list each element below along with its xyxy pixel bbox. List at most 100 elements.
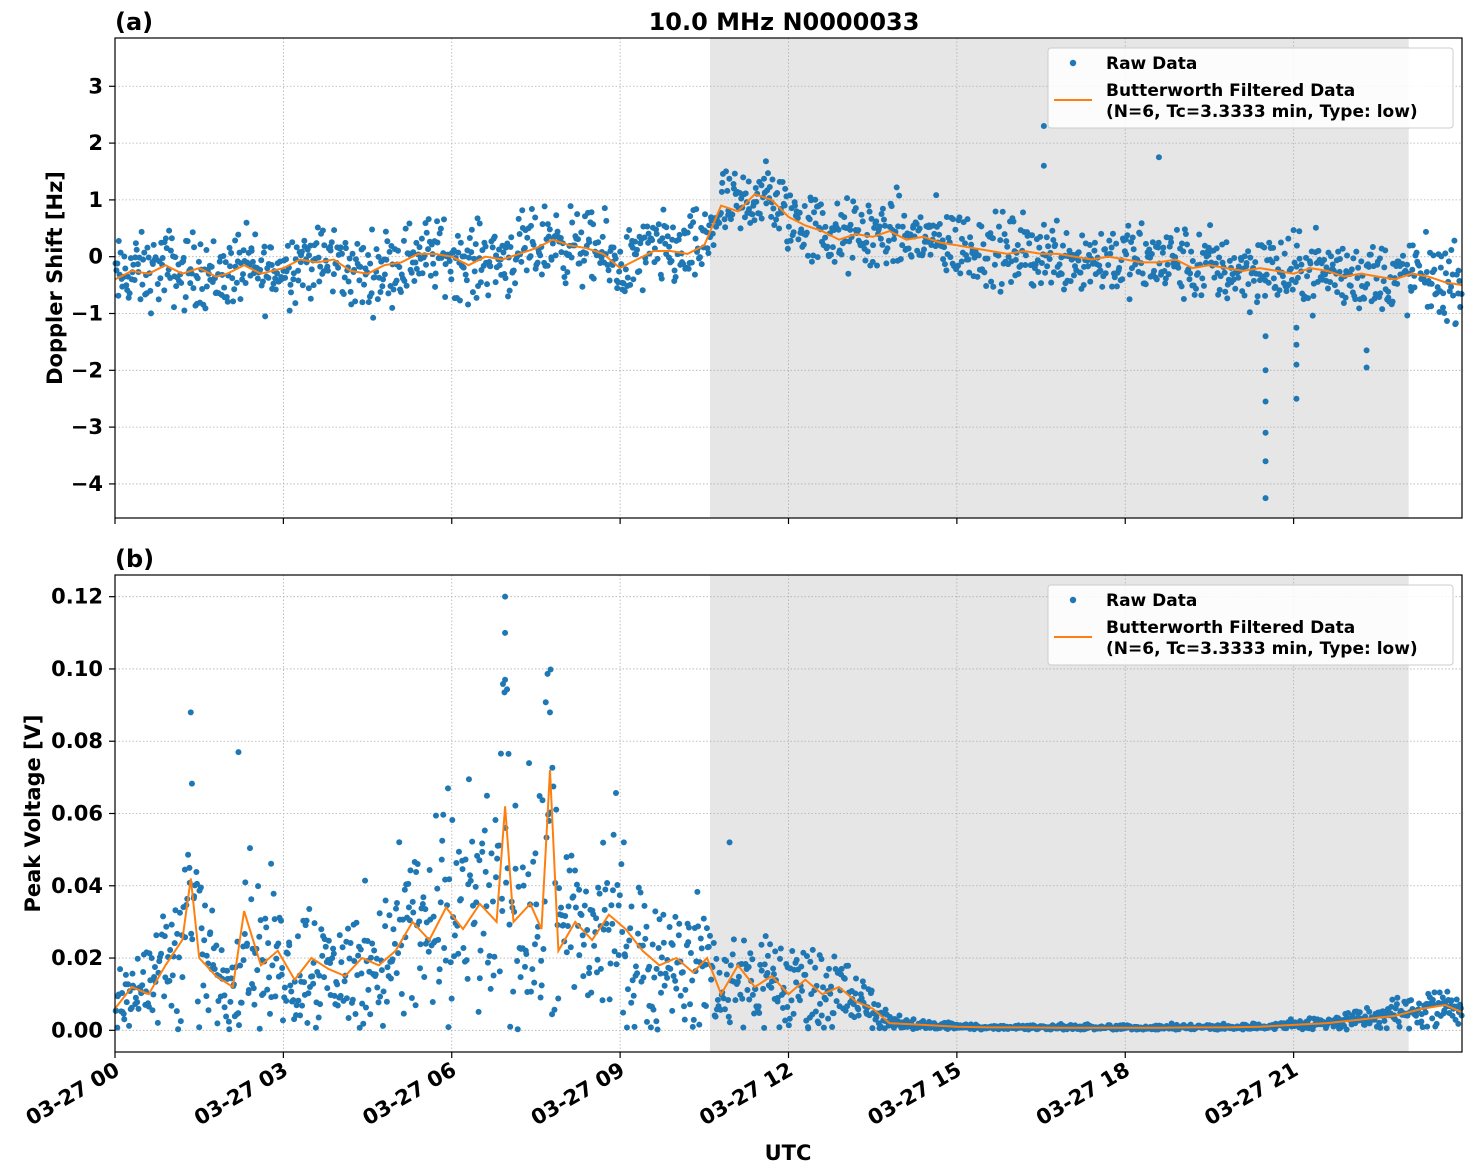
raw-data-point [974,273,981,280]
raw-data-point [294,933,301,940]
raw-data-point [767,941,774,948]
raw-data-point [920,246,927,253]
raw-data-point [841,214,848,221]
raw-data-point [1139,270,1146,277]
raw-data-point [134,999,141,1006]
raw-data-point [1193,285,1200,292]
raw-data-point [968,241,975,248]
raw-data-point [874,262,881,269]
raw-data-point [936,221,943,228]
raw-data-point [466,872,473,879]
raw-data-point [672,913,679,920]
raw-data-point [664,233,671,240]
raw-data-point [947,254,954,261]
raw-data-point [476,220,483,227]
raw-data-point [134,955,141,962]
raw-data-point [356,1024,363,1031]
raw-data-point [776,225,783,232]
raw-data-point [346,955,353,962]
raw-data-point [773,216,780,223]
raw-data-point [1343,1026,1350,1033]
xtick-label: 03-27 15 [864,1058,966,1131]
raw-data-point [413,239,420,246]
raw-data-point [426,866,433,873]
raw-data-point [221,992,228,999]
raw-data-point [590,221,597,228]
raw-data-point [990,283,997,290]
raw-data-point [328,239,335,246]
raw-data-point [732,997,739,1004]
raw-data-point [1226,257,1233,264]
raw-data-point [751,217,758,224]
raw-data-point [651,245,658,252]
raw-data-point [653,965,660,972]
raw-data-point [1036,244,1043,251]
xtick-label: 03-27 03 [190,1058,292,1131]
raw-data-point [362,877,369,884]
raw-data-point [486,882,493,889]
raw-data-point [1289,286,1296,293]
raw-data-point [1124,232,1131,239]
raw-data-point [237,962,244,969]
raw-data-point [222,259,229,266]
raw-data-point [260,249,267,256]
raw-data-point [1314,278,1321,285]
raw-data-point [1354,274,1361,281]
raw-data-point [626,227,633,234]
raw-data-point [379,1022,386,1029]
raw-data-point [492,874,499,881]
raw-data-point [965,256,972,263]
raw-data-outlier [235,749,242,756]
raw-data-point [175,1026,182,1033]
raw-data-point [1207,222,1214,229]
raw-data-point [405,880,412,887]
raw-data-point [288,988,295,995]
raw-data-point [879,241,886,248]
raw-data-point [553,806,560,813]
raw-data-point [1416,1000,1423,1007]
raw-data-point [512,865,519,872]
raw-data-point [305,990,312,997]
raw-data-point [1293,242,1300,249]
raw-data-point [1428,303,1435,310]
raw-data-point [828,983,835,990]
raw-data-point [1087,278,1094,285]
raw-data-point [223,1013,230,1020]
raw-data-point [455,848,462,855]
raw-data-point [1188,248,1195,255]
raw-data-point [1312,224,1319,231]
raw-data-point [506,921,513,928]
raw-data-point [1053,217,1060,224]
raw-data-point [235,1010,242,1017]
raw-data-point [200,982,207,989]
raw-data-point [174,930,181,937]
raw-data-point [831,258,838,265]
raw-data-point [726,175,733,182]
raw-data-point [119,990,126,997]
raw-data-point [752,185,759,192]
raw-data-point [227,998,234,1005]
raw-data-point [882,1006,889,1013]
raw-data-point [358,970,365,977]
raw-data-point [579,932,586,939]
raw-data-point [335,264,342,271]
raw-data-point [676,231,683,238]
raw-data-point [617,248,624,255]
raw-data-point [465,776,472,783]
raw-data-point [569,219,576,226]
raw-data-point [660,939,667,946]
raw-data-point [382,923,389,930]
raw-data-point [1162,280,1169,287]
raw-data-point [642,935,649,942]
raw-data-point [1123,251,1130,258]
raw-data-point [1172,254,1179,261]
raw-data-point [440,811,447,818]
raw-data-point [158,950,165,957]
raw-data-point [365,252,372,259]
raw-data-point [1102,270,1109,277]
raw-data-point [1381,264,1388,271]
raw-data-point [466,235,473,242]
raw-data-point [610,244,617,251]
raw-data-point [964,216,971,223]
raw-data-point [770,205,777,212]
